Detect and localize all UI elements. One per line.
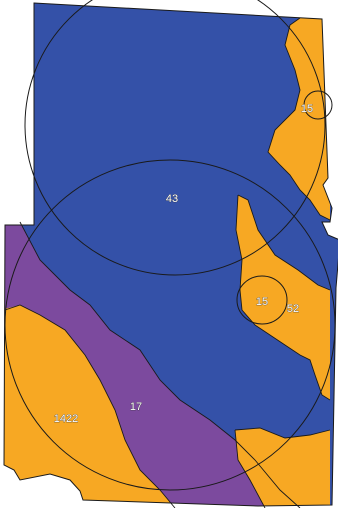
- orange-zone-bottom-right: [235, 428, 330, 506]
- top-right-boundary: [267, 17, 331, 221]
- bottom-right-boundary: [234, 427, 331, 508]
- label-1422: 1422: [54, 413, 78, 425]
- upper-circle: [24, 0, 326, 276]
- small-circle-top: [303, 90, 333, 120]
- label-52: 52: [287, 303, 299, 315]
- label-15-mid: 15: [256, 296, 268, 308]
- orange-zone-right: [236, 195, 330, 400]
- right-wedge-boundary: [235, 194, 331, 401]
- label-43: 43: [166, 193, 178, 205]
- purple-boundary: [19, 221, 301, 508]
- orange-zone-1422: [4, 305, 175, 506]
- field-outline: [3, 2, 338, 507]
- orange-zone-top-right: [268, 18, 330, 220]
- label-15-top: 15: [301, 103, 313, 115]
- orange-1422-boundary: [4, 304, 176, 508]
- label-17: 17: [130, 401, 142, 413]
- small-ellipse-mid: [236, 275, 288, 325]
- boundary-layer: [4, 17, 331, 508]
